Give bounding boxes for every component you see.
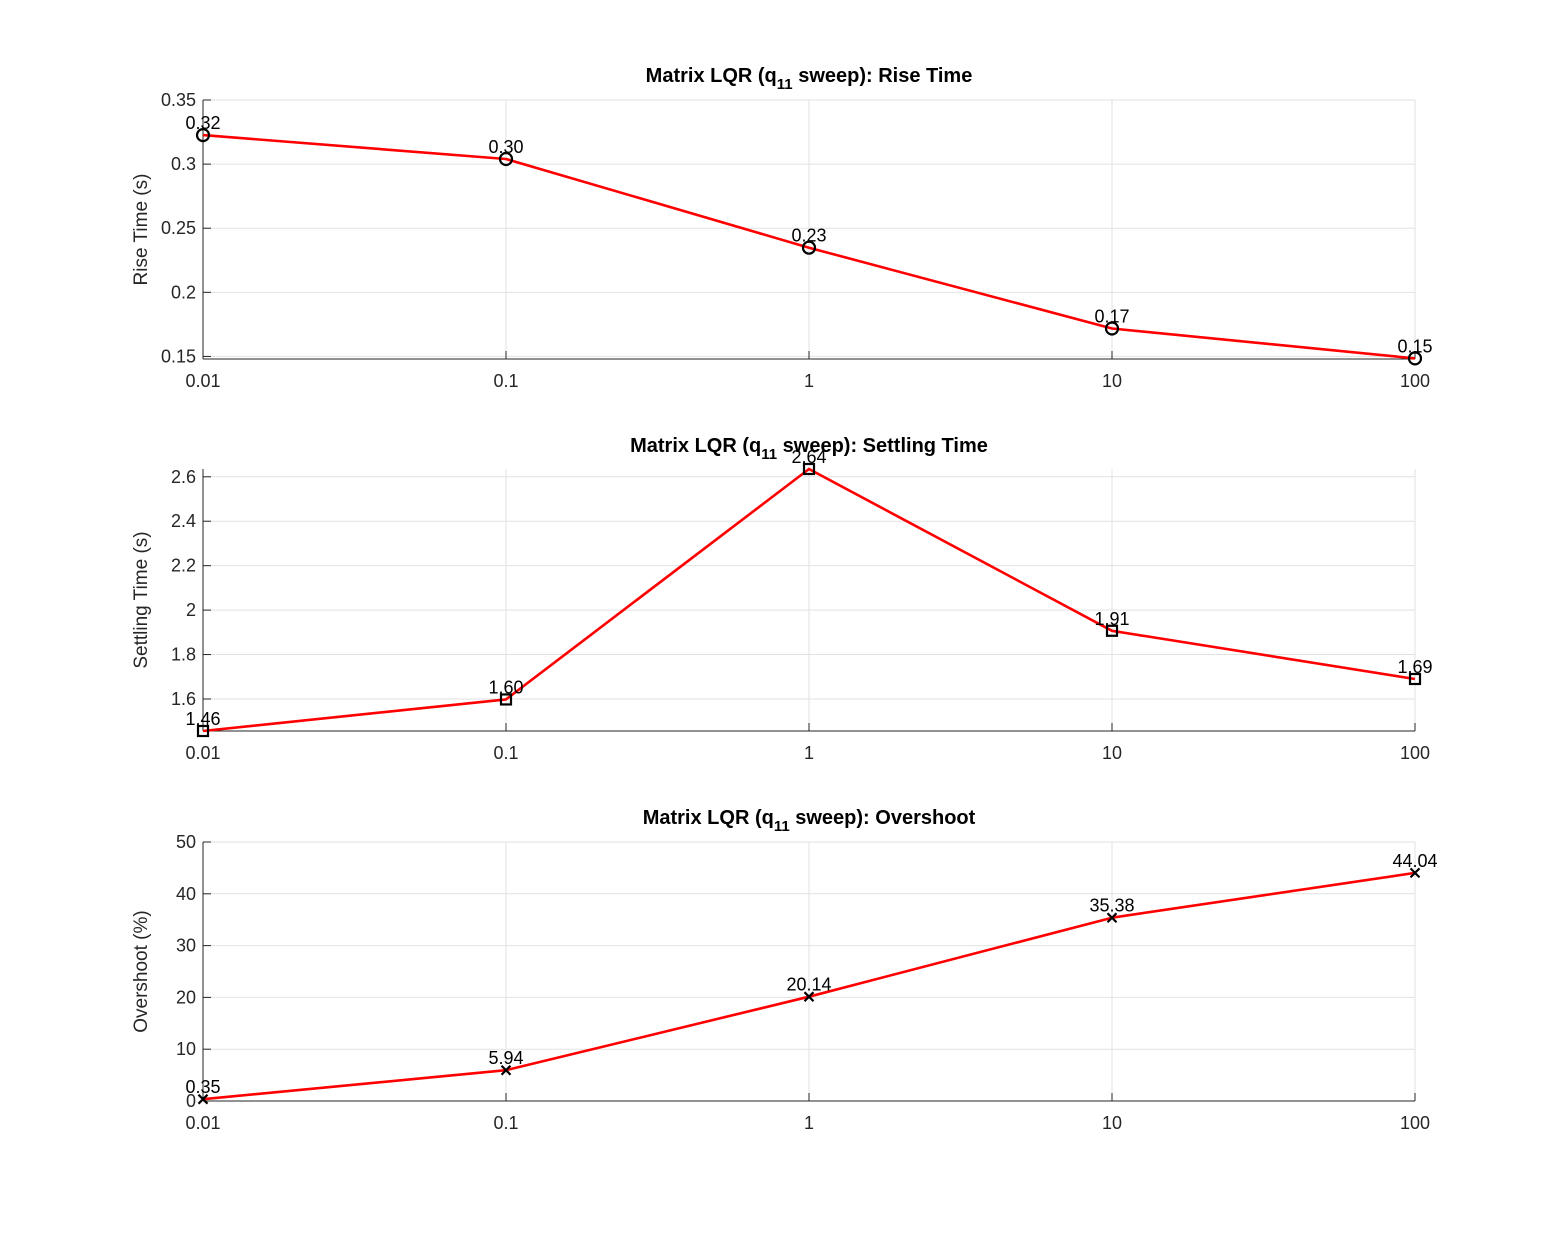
series-line [202, 467, 1416, 733]
x-tick-label: 10 [1102, 371, 1122, 391]
x-tick-label: 0.01 [185, 371, 220, 391]
x-tick-label: 100 [1400, 1113, 1430, 1133]
y-tick-label: 2.4 [171, 511, 196, 531]
data-point-marker [802, 462, 816, 476]
y-tick-label: 0.25 [161, 218, 196, 238]
chart-title-text: Matrix LQR (q [643, 807, 774, 829]
y-tick-label: 20 [176, 987, 196, 1007]
y-axis-label: Settling Time (s) [131, 531, 152, 668]
x-tick-label: 1 [804, 743, 814, 763]
data-point-marker [1409, 867, 1421, 879]
y-tick-label: 0 [186, 1091, 196, 1111]
data-point-marker [500, 1064, 512, 1076]
chart-title: Matrix LQR (q11 sweep): Rise Time [646, 65, 973, 93]
y-tick-label: 1.8 [171, 645, 196, 665]
data-label: 1.69 [1397, 657, 1432, 677]
y-tick-label: 2.2 [171, 556, 196, 576]
chart-panel-2: 0.01 0.1 1 10 100 1.6 1.8 2 2.2 2.4 2.6 Matrix LQR … [131, 435, 1433, 763]
x-tick-label: 10 [1102, 743, 1122, 763]
data-label: 20.14 [786, 975, 831, 995]
y-axis-label: Rise Time (s) [131, 174, 152, 286]
data-label: 1.46 [185, 709, 220, 729]
x-tick-label: 0.01 [185, 1113, 220, 1133]
x-tick-label: 10 [1102, 1113, 1122, 1133]
data-label: 5.94 [488, 1048, 523, 1068]
x-tick-label: 100 [1400, 743, 1430, 763]
chart-title-subscript: 11 [774, 818, 790, 835]
data-label: 35.38 [1089, 896, 1134, 916]
chart-panel-3: 0.01 0.1 1 10 100 0 10 20 30 40 50 Matrix LQR (q11 … [131, 807, 1438, 1133]
data-label: 0.17 [1094, 306, 1129, 326]
chart-title-subscript: 11 [761, 446, 777, 463]
chart-title-subscript: 11 [777, 76, 793, 93]
data-point-marker [801, 240, 817, 255]
data-point-marker [1407, 351, 1423, 366]
y-tick-label: 50 [176, 832, 196, 852]
chart-title-text: Matrix LQR (q [646, 65, 777, 87]
chart-title-text: Matrix LQR (q [630, 435, 761, 457]
x-tick-label: 100 [1400, 371, 1430, 391]
y-tick-label: 2 [186, 600, 196, 620]
data-point-marker [1105, 624, 1119, 637]
y-tick-label: 10 [176, 1039, 196, 1059]
data-label: 1.91 [1094, 609, 1129, 629]
data-label: 44.04 [1392, 851, 1437, 871]
data-point-marker [197, 1093, 209, 1105]
data-point-marker [196, 724, 210, 738]
chart-panel-1: 0.01 0.1 1 10 100 0.15 0.2 0.25 0.3 0.35 Matrix LQ… [131, 65, 1433, 391]
data-label: 1.60 [488, 677, 523, 697]
series-line [202, 133, 1416, 360]
data-label: 0.15 [1397, 336, 1432, 356]
chart-title-text: sweep): Overshoot [790, 807, 976, 829]
data-point-marker [195, 128, 211, 143]
y-axis-label: Overshoot (%) [131, 910, 152, 1032]
y-tick-label: 0.35 [161, 90, 196, 110]
x-tick-label: 0.1 [493, 371, 518, 391]
data-point-marker [803, 991, 815, 1002]
x-tick-label: 0.1 [493, 743, 518, 763]
chart-title-text: sweep): Settling Time [777, 435, 988, 457]
data-label: 0.30 [488, 137, 523, 157]
y-tick-label: 1.6 [171, 689, 196, 709]
y-tick-label: 30 [176, 936, 196, 956]
data-label: 0.32 [185, 113, 220, 133]
data-point-marker [1106, 912, 1118, 924]
y-tick-label: 40 [176, 884, 196, 904]
data-point-marker [499, 693, 513, 706]
x-tick-label: 0.01 [185, 743, 220, 763]
data-label: 0.35 [185, 1077, 220, 1097]
chart-title: Matrix LQR (q11 sweep): Settling Time [630, 435, 988, 463]
y-tick-label: 2.6 [171, 467, 196, 487]
data-point-marker [1104, 321, 1120, 336]
y-tick-label: 0.2 [171, 282, 196, 302]
data-point-marker [1408, 672, 1422, 686]
y-tick-label: 0.3 [171, 154, 196, 174]
data-point-marker [498, 151, 514, 167]
x-tick-label: 0.1 [493, 1113, 518, 1133]
x-tick-label: 1 [804, 1113, 814, 1133]
chart-title-text: sweep): Rise Time [793, 65, 973, 87]
y-tick-label: 0.15 [161, 346, 196, 366]
x-tick-label: 1 [804, 371, 814, 391]
data-label: 0.23 [791, 226, 826, 246]
data-label: 2.64 [791, 447, 826, 467]
chart-title: Matrix LQR (q11 sweep): Overshoot [643, 807, 976, 835]
